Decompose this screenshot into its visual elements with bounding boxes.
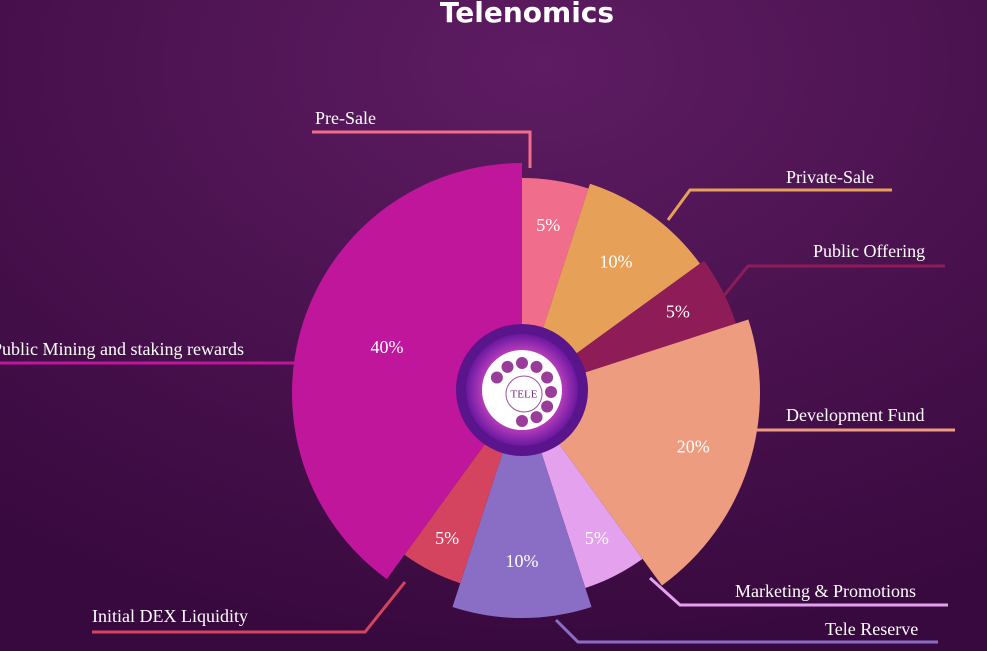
pie: 5% Pre-Sale 10% Private-Sale 5% Public Offeri… — [0, 108, 955, 644]
leader-line — [312, 130, 532, 168]
category-label: Tele Reserve — [825, 619, 918, 639]
dial-center — [505, 375, 543, 413]
value-label: 5% — [585, 528, 609, 548]
value-label: 40% — [370, 337, 403, 357]
value-label: 10% — [506, 551, 539, 571]
value-label: 5% — [666, 302, 690, 322]
center-icon: TELE — [456, 324, 588, 456]
value-label: 10% — [600, 252, 633, 272]
leader-line — [666, 188, 892, 221]
category-label: Initial DEX Liquidity — [92, 606, 248, 626]
dial-hole — [530, 360, 543, 373]
category-label: Pre-Sale — [315, 108, 376, 128]
dial-hole — [541, 400, 554, 413]
pie-slice — [452, 393, 592, 618]
category-label: Public Mining and staking rewards — [0, 339, 244, 359]
category-label: Development Fund — [786, 405, 924, 425]
value-label: 20% — [677, 437, 710, 457]
dial-hole — [541, 371, 554, 384]
pie-slice — [522, 183, 700, 393]
dial-hole — [516, 357, 528, 369]
category-label: Public Offering — [813, 241, 925, 261]
leader-line — [554, 618, 938, 644]
dial-hole — [490, 371, 503, 384]
dial-hole — [501, 360, 514, 373]
value-label: 5% — [435, 528, 459, 548]
pie-slice — [292, 163, 522, 580]
leader-line — [92, 581, 407, 634]
center-label: TELE — [511, 389, 538, 401]
dial-hole — [516, 415, 528, 427]
chart-title: Telenomics — [440, 0, 614, 29]
value-label: 5% — [536, 215, 560, 235]
category-label: Private-Sale — [786, 167, 874, 187]
leader-line — [648, 576, 948, 607]
category-label: Marketing & Promotions — [735, 581, 916, 601]
dial-hole — [530, 411, 543, 424]
leader-line — [720, 264, 945, 299]
dial-hole — [545, 386, 557, 398]
